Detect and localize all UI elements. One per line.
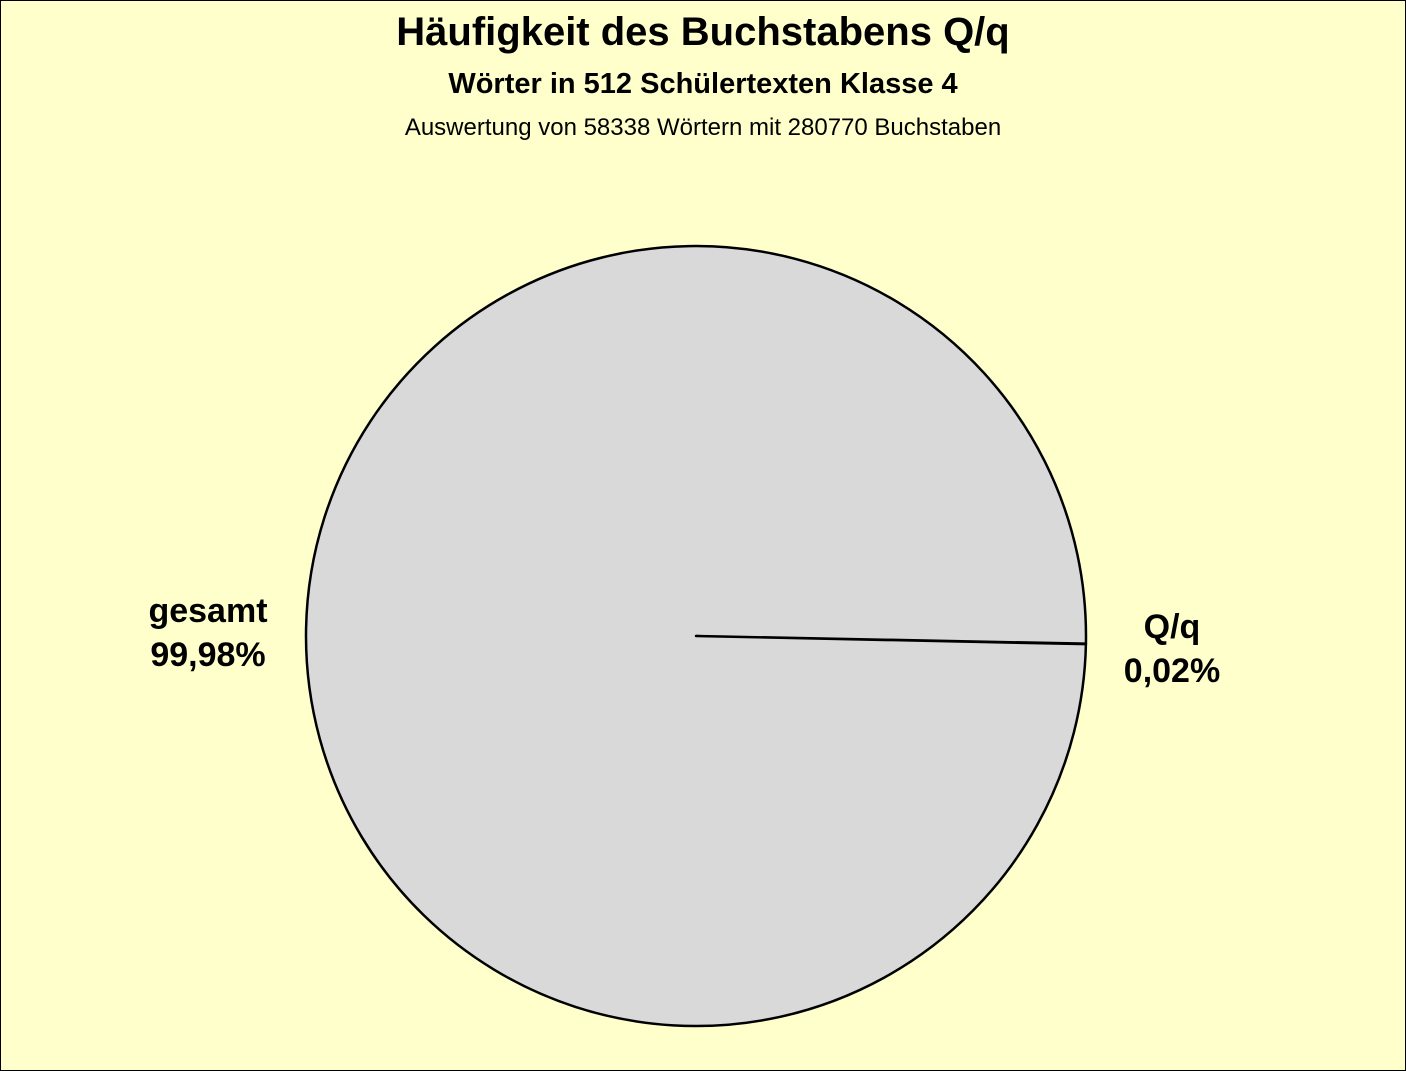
slice-name-label: gesamt xyxy=(148,592,267,630)
pie-slice-gesamt xyxy=(304,244,1088,1028)
chart-note: Auswertung von 58338 Wörtern mit 280770 … xyxy=(404,114,1002,141)
chart-subtitle: Wörter in 512 Schülertexten Klasse 4 xyxy=(448,68,958,100)
chart-title: Häufigkeit des Buchstabens Q/q xyxy=(396,10,1010,54)
slice-value-label: 99,98% xyxy=(150,636,265,674)
slice-value-label: 0,02% xyxy=(1124,652,1220,690)
slice-name-label: Q/q xyxy=(1144,608,1201,646)
